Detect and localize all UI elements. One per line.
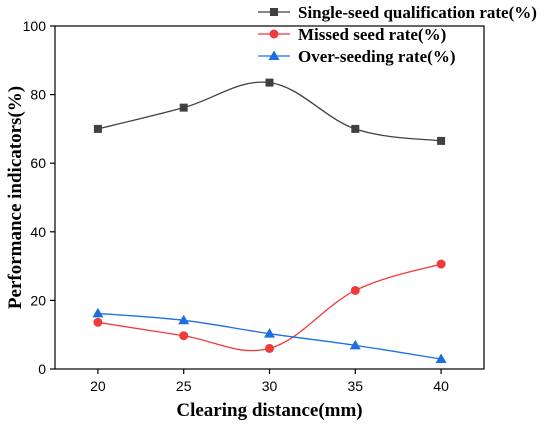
legend-marker	[270, 8, 278, 16]
legend-label: Missed seed rate(%)	[298, 25, 446, 44]
data-point	[92, 307, 104, 318]
x-tick-label: 35	[348, 378, 364, 394]
data-point	[179, 331, 189, 341]
x-axis-title: Clearing distance(mm)	[176, 400, 362, 421]
plot-frame	[54, 25, 485, 370]
y-axis-title: Performance indicators(%)	[5, 86, 26, 309]
data-point	[93, 317, 103, 327]
legend: Single-seed qualification rate(%) Missed …	[258, 3, 537, 66]
x-tick-label: 40	[433, 378, 449, 394]
data-point	[265, 343, 274, 353]
data-point	[436, 259, 446, 269]
legend-marker	[268, 50, 280, 60]
data-point	[349, 339, 361, 350]
y-tick-label: 60	[30, 155, 46, 171]
data-point	[264, 328, 275, 338]
series-square	[93, 78, 446, 145]
data-point	[265, 78, 274, 87]
x-tick-label: 30	[262, 378, 278, 394]
legend-item: Missed seed rate(%)	[258, 25, 446, 44]
legend-label: Single-seed qualification rate(%)	[298, 3, 537, 22]
data-point	[179, 103, 188, 112]
series-circle	[93, 259, 446, 353]
series-layer	[92, 78, 447, 364]
series-line	[97, 263, 442, 352]
data-point	[435, 353, 447, 364]
data-point	[437, 136, 446, 145]
legend-marker	[269, 29, 279, 39]
plot-area	[54, 25, 485, 370]
x-tick-label: 20	[90, 378, 106, 394]
series-line	[97, 81, 442, 142]
y-tick-label: 80	[30, 87, 46, 103]
data-point	[93, 124, 102, 133]
axes: 0 20 40 60 80 100 20 25 30 35 40	[23, 18, 449, 394]
data-point	[351, 124, 360, 133]
y-tick-label: 0	[38, 361, 46, 377]
data-point	[350, 285, 360, 295]
legend-item: Single-seed qualification rate(%)	[258, 3, 537, 22]
data-point	[178, 314, 190, 325]
y-tick-label: 20	[30, 292, 46, 308]
x-tick-label: 25	[176, 378, 192, 394]
legend-item: Over-seeding rate(%)	[258, 47, 456, 66]
legend-label: Over-seeding rate(%)	[298, 47, 456, 66]
y-tick-label: 100	[23, 18, 47, 34]
series-triangle	[92, 307, 447, 364]
y-tick-label: 40	[30, 224, 46, 240]
